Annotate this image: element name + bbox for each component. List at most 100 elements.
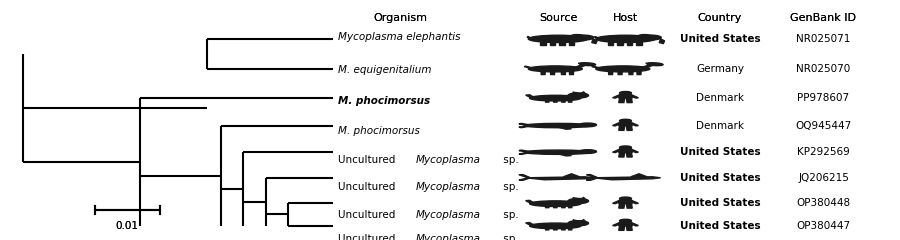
Polygon shape xyxy=(626,126,632,130)
Polygon shape xyxy=(637,71,641,75)
Polygon shape xyxy=(613,95,622,98)
Polygon shape xyxy=(626,98,632,102)
Text: Mycoplasma: Mycoplasma xyxy=(416,155,481,165)
Polygon shape xyxy=(562,100,565,102)
Polygon shape xyxy=(626,153,632,157)
Ellipse shape xyxy=(529,201,581,206)
Polygon shape xyxy=(619,126,625,130)
Text: KP292569: KP292569 xyxy=(797,147,850,157)
Text: NR025070: NR025070 xyxy=(796,64,850,74)
Polygon shape xyxy=(545,100,549,102)
Polygon shape xyxy=(592,39,598,43)
Polygon shape xyxy=(568,228,572,230)
Polygon shape xyxy=(613,149,622,153)
Polygon shape xyxy=(526,222,535,226)
Polygon shape xyxy=(629,95,638,98)
Polygon shape xyxy=(594,37,598,38)
Text: United States: United States xyxy=(680,198,760,208)
Ellipse shape xyxy=(571,35,594,40)
Text: United States: United States xyxy=(680,34,760,44)
Polygon shape xyxy=(559,42,565,45)
Ellipse shape xyxy=(524,123,592,128)
Text: sp.: sp. xyxy=(500,234,518,240)
Polygon shape xyxy=(619,149,632,153)
Polygon shape xyxy=(619,226,625,230)
Polygon shape xyxy=(558,154,572,156)
Ellipse shape xyxy=(579,123,597,127)
Text: Denmark: Denmark xyxy=(696,120,744,131)
Polygon shape xyxy=(581,220,585,221)
Polygon shape xyxy=(554,206,557,208)
Ellipse shape xyxy=(529,95,581,101)
Polygon shape xyxy=(550,42,555,45)
Polygon shape xyxy=(619,122,632,126)
Text: United States: United States xyxy=(680,147,760,157)
Text: Germany: Germany xyxy=(696,64,744,74)
Text: GenBank ID: GenBank ID xyxy=(790,13,857,23)
Text: Host: Host xyxy=(613,13,638,23)
Ellipse shape xyxy=(596,66,650,72)
Ellipse shape xyxy=(524,150,592,154)
Ellipse shape xyxy=(528,35,588,42)
Polygon shape xyxy=(551,71,554,75)
Text: Uncultured: Uncultured xyxy=(338,234,398,240)
Polygon shape xyxy=(541,71,545,75)
Polygon shape xyxy=(629,71,633,75)
Polygon shape xyxy=(629,149,638,153)
Polygon shape xyxy=(562,71,565,75)
Text: NR025071: NR025071 xyxy=(796,34,850,44)
Polygon shape xyxy=(574,65,587,68)
Text: 0.01: 0.01 xyxy=(116,221,139,231)
Ellipse shape xyxy=(528,66,582,72)
Text: Organism: Organism xyxy=(374,13,428,23)
Circle shape xyxy=(568,93,589,98)
Text: Host: Host xyxy=(613,13,638,23)
Text: GenBank ID: GenBank ID xyxy=(790,13,857,23)
Ellipse shape xyxy=(647,63,663,66)
Polygon shape xyxy=(642,65,653,68)
Polygon shape xyxy=(518,178,529,180)
Polygon shape xyxy=(593,177,661,180)
Polygon shape xyxy=(570,71,573,75)
Polygon shape xyxy=(619,95,632,98)
Polygon shape xyxy=(619,98,625,102)
Polygon shape xyxy=(613,200,622,204)
Polygon shape xyxy=(518,126,529,128)
Polygon shape xyxy=(562,206,565,208)
Polygon shape xyxy=(554,100,557,102)
Text: Organism: Organism xyxy=(374,13,428,23)
Polygon shape xyxy=(540,42,545,45)
Polygon shape xyxy=(631,174,647,177)
Polygon shape xyxy=(526,95,535,98)
Polygon shape xyxy=(572,198,578,199)
Circle shape xyxy=(619,146,632,149)
Polygon shape xyxy=(629,200,638,204)
Circle shape xyxy=(568,221,589,226)
Polygon shape xyxy=(619,222,632,226)
Polygon shape xyxy=(563,174,580,177)
Text: Mycoplasma: Mycoplasma xyxy=(416,210,481,220)
Ellipse shape xyxy=(638,35,662,40)
Polygon shape xyxy=(526,177,593,180)
Polygon shape xyxy=(587,174,598,178)
Text: OP380447: OP380447 xyxy=(796,221,850,231)
Circle shape xyxy=(619,91,632,95)
Polygon shape xyxy=(568,100,572,102)
Polygon shape xyxy=(587,178,598,180)
Text: sp.: sp. xyxy=(500,210,518,220)
Polygon shape xyxy=(562,228,565,230)
Text: OP380448: OP380448 xyxy=(796,198,850,208)
Ellipse shape xyxy=(596,35,655,42)
Text: Mycoplasma elephantis: Mycoplasma elephantis xyxy=(338,32,460,42)
Circle shape xyxy=(619,197,632,200)
Text: Uncultured: Uncultured xyxy=(338,182,398,192)
Polygon shape xyxy=(592,66,599,68)
Polygon shape xyxy=(608,42,614,45)
Text: M. equigenitalium: M. equigenitalium xyxy=(338,65,431,75)
Polygon shape xyxy=(578,63,587,65)
Polygon shape xyxy=(581,198,585,199)
Polygon shape xyxy=(645,63,653,65)
Polygon shape xyxy=(608,71,613,75)
Polygon shape xyxy=(526,200,535,203)
Polygon shape xyxy=(524,66,533,68)
